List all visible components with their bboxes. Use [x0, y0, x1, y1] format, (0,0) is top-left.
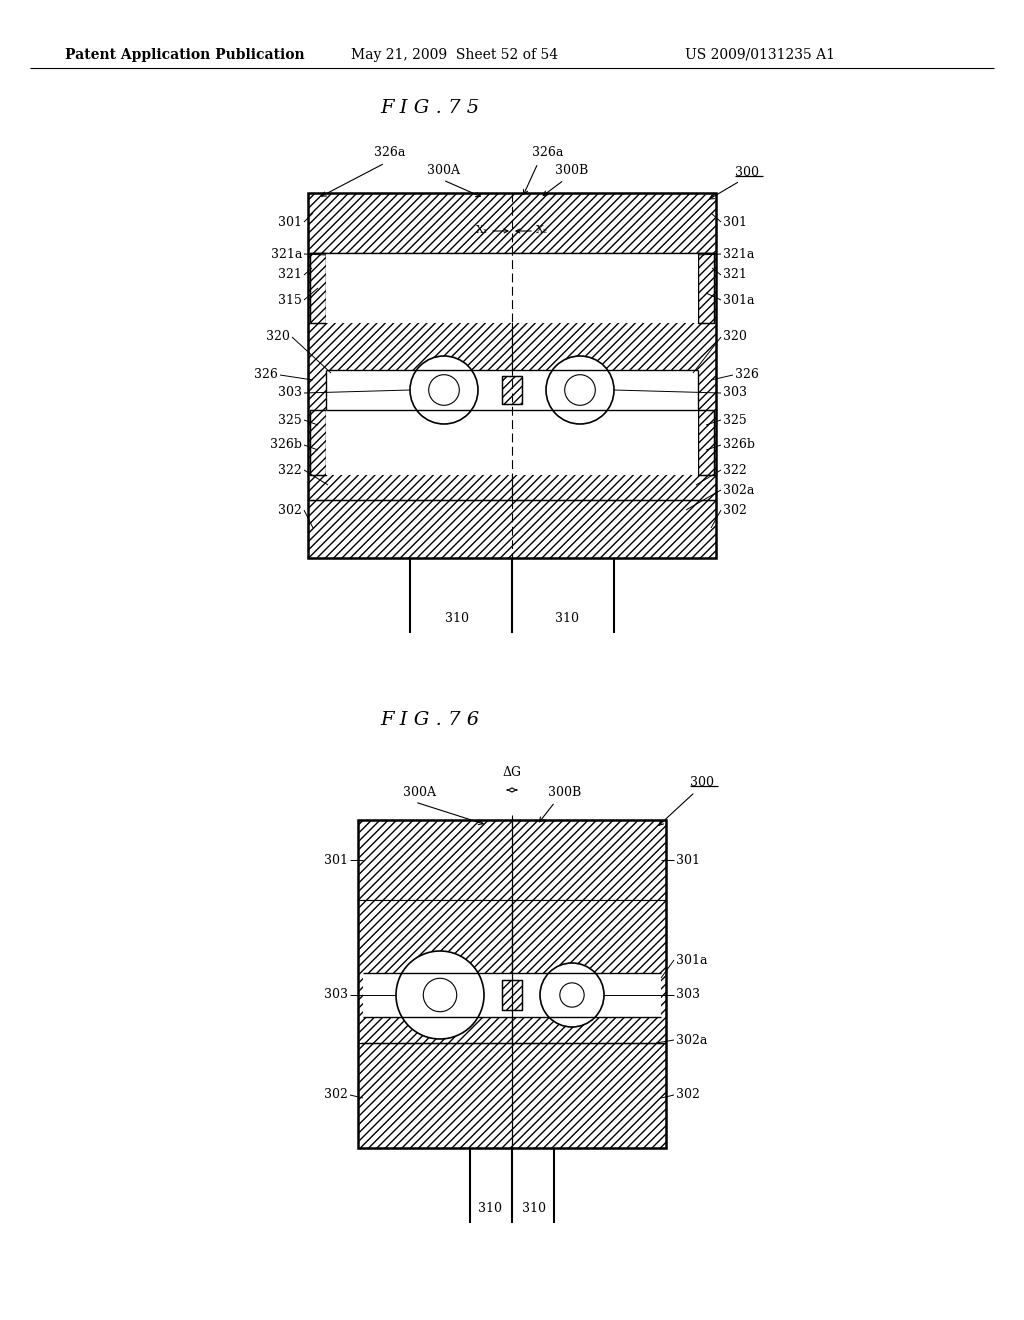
Text: 326: 326 [254, 368, 278, 381]
Bar [308, 193, 716, 558]
Circle shape [564, 375, 595, 405]
Bar [308, 253, 512, 500]
Bar [394, 973, 486, 1016]
Bar [358, 820, 666, 1148]
Text: 310: 310 [478, 1201, 502, 1214]
Text: 301a: 301a [723, 293, 755, 306]
Circle shape [560, 983, 584, 1007]
Text: 301a: 301a [676, 953, 708, 966]
Text: 300A: 300A [427, 164, 460, 177]
Text: 326: 326 [735, 368, 759, 381]
Text: 300: 300 [690, 776, 714, 788]
Text: Patent Application Publication: Patent Application Publication [66, 48, 305, 62]
Text: 326b: 326b [723, 438, 755, 451]
Text: 315: 315 [279, 293, 302, 306]
Circle shape [546, 356, 614, 424]
Text: 301: 301 [278, 215, 302, 228]
Bar [698, 253, 714, 323]
Text: 300B: 300B [549, 785, 582, 799]
Bar [544, 370, 616, 411]
Text: 300: 300 [735, 165, 759, 178]
Bar [326, 411, 698, 475]
Bar [326, 370, 698, 411]
Text: 300B: 300B [555, 164, 589, 177]
Bar [698, 411, 714, 475]
Circle shape [546, 356, 614, 424]
Text: 310: 310 [555, 611, 579, 624]
Bar [358, 1043, 666, 1148]
Text: 326a: 326a [375, 147, 406, 160]
Bar [502, 376, 522, 404]
Text: X₁: X₁ [476, 224, 488, 235]
Bar [362, 973, 662, 1016]
Circle shape [396, 950, 484, 1039]
Text: 302a: 302a [723, 483, 755, 496]
Text: 303: 303 [324, 989, 348, 1002]
Text: ΔG: ΔG [503, 767, 521, 780]
Bar [358, 900, 512, 1043]
Bar [526, 973, 618, 1016]
Text: X₂: X₂ [536, 224, 548, 235]
Text: 320: 320 [723, 330, 746, 343]
Text: 310: 310 [445, 611, 469, 624]
Text: May 21, 2009  Sheet 52 of 54: May 21, 2009 Sheet 52 of 54 [351, 48, 558, 62]
Text: 301: 301 [676, 854, 700, 866]
Text: 310: 310 [522, 1201, 546, 1214]
Text: 321: 321 [279, 268, 302, 281]
Bar [408, 370, 480, 411]
Text: 321a: 321a [270, 248, 302, 260]
Text: 303: 303 [676, 989, 700, 1002]
Text: 302: 302 [279, 503, 302, 516]
Text: 320: 320 [266, 330, 290, 343]
Bar [310, 411, 326, 475]
Text: 321: 321 [723, 268, 746, 281]
Bar [310, 411, 326, 475]
Circle shape [540, 964, 604, 1027]
Text: 321a: 321a [723, 248, 755, 260]
Bar [698, 253, 714, 323]
Text: 300A: 300A [403, 785, 436, 799]
Bar [502, 979, 522, 1010]
Text: 322: 322 [279, 463, 302, 477]
Text: 302: 302 [676, 1089, 699, 1101]
Bar [308, 500, 716, 558]
Circle shape [429, 375, 460, 405]
Bar [308, 193, 716, 253]
Bar [512, 900, 666, 1043]
Bar [326, 370, 698, 411]
Circle shape [423, 978, 457, 1011]
Text: F I G . 7 6: F I G . 7 6 [381, 711, 479, 729]
Bar [308, 193, 716, 558]
Text: 326b: 326b [270, 438, 302, 451]
Text: 301: 301 [723, 215, 746, 228]
Text: 302: 302 [325, 1089, 348, 1101]
Text: F I G . 7 5: F I G . 7 5 [381, 99, 479, 117]
Circle shape [396, 950, 484, 1039]
Bar [502, 376, 522, 404]
Bar [698, 411, 714, 475]
Text: 302a: 302a [676, 1034, 708, 1047]
Text: 325: 325 [279, 413, 302, 426]
Text: US 2009/0131235 A1: US 2009/0131235 A1 [685, 48, 835, 62]
Bar [502, 979, 522, 1010]
Text: 325: 325 [723, 413, 746, 426]
Circle shape [410, 356, 478, 424]
Bar [310, 253, 326, 323]
Circle shape [410, 356, 478, 424]
Bar [358, 820, 666, 1148]
Text: 301: 301 [324, 854, 348, 866]
Bar [358, 820, 666, 900]
Text: 302: 302 [723, 503, 746, 516]
Bar [326, 253, 698, 323]
Circle shape [540, 964, 604, 1027]
Bar [310, 253, 326, 323]
Bar [512, 253, 716, 500]
Text: 303: 303 [278, 387, 302, 400]
Text: 322: 322 [723, 463, 746, 477]
Text: 326a: 326a [532, 147, 563, 160]
Text: 303: 303 [723, 387, 746, 400]
